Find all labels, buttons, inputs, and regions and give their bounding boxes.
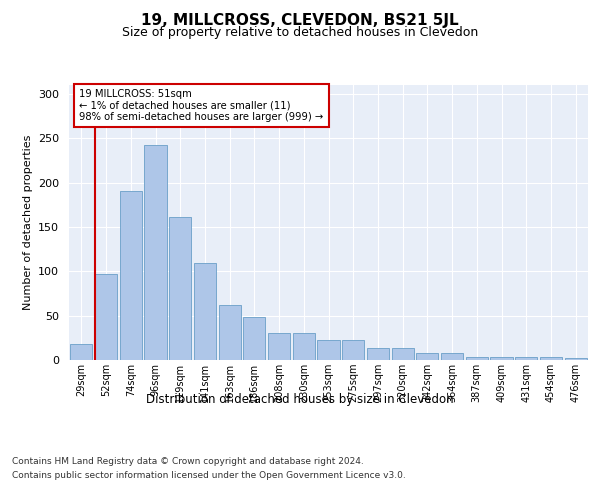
Bar	[95, 274, 117, 360]
Text: Contains HM Land Registry data © Crown copyright and database right 2024.: Contains HM Land Registry data © Crown c…	[12, 458, 364, 466]
Text: Distribution of detached houses by size in Clevedon: Distribution of detached houses by size …	[146, 392, 454, 406]
Bar	[194, 264, 216, 360]
Bar	[268, 334, 290, 360]
Bar	[218, 305, 241, 360]
Bar	[243, 318, 265, 360]
Text: 19, MILLCROSS, CLEVEDON, BS21 5JL: 19, MILLCROSS, CLEVEDON, BS21 5JL	[141, 12, 459, 28]
Text: Contains public sector information licensed under the Open Government Licence v3: Contains public sector information licen…	[12, 471, 406, 480]
Bar	[367, 348, 389, 360]
Bar	[342, 340, 364, 360]
Bar	[119, 192, 142, 360]
Bar	[392, 348, 414, 360]
Bar	[169, 217, 191, 360]
Text: Size of property relative to detached houses in Clevedon: Size of property relative to detached ho…	[122, 26, 478, 39]
Bar	[293, 334, 315, 360]
Bar	[416, 353, 439, 360]
Bar	[490, 358, 512, 360]
Bar	[441, 353, 463, 360]
Bar	[540, 358, 562, 360]
Bar	[317, 340, 340, 360]
Bar	[70, 344, 92, 360]
Bar	[145, 146, 167, 360]
Text: 19 MILLCROSS: 51sqm
← 1% of detached houses are smaller (11)
98% of semi-detache: 19 MILLCROSS: 51sqm ← 1% of detached hou…	[79, 89, 323, 122]
Bar	[466, 358, 488, 360]
Y-axis label: Number of detached properties: Number of detached properties	[23, 135, 32, 310]
Bar	[565, 358, 587, 360]
Bar	[515, 358, 538, 360]
